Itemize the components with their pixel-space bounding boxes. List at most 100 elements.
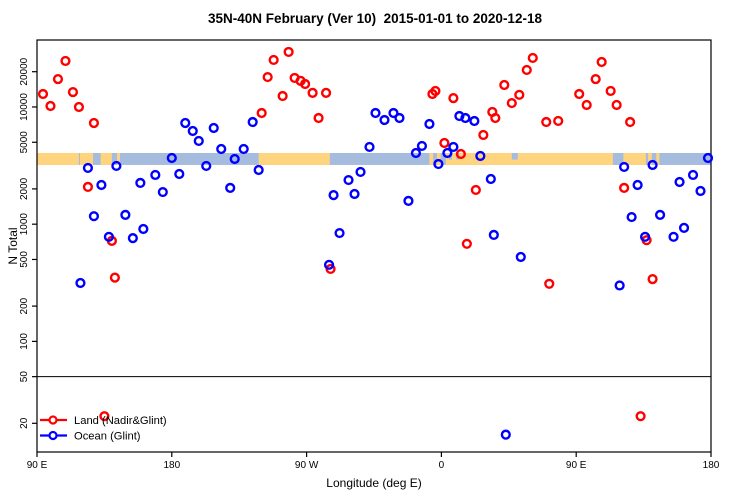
ocean-point (654, 209, 666, 221)
x-tick-label: 0 (439, 460, 445, 471)
ocean-point (460, 112, 471, 124)
land-point (262, 71, 273, 83)
land-point (581, 99, 592, 111)
land-point (455, 148, 466, 160)
land-point (256, 107, 267, 119)
ocean-point (75, 277, 86, 289)
band-land-segment (116, 152, 120, 165)
land-point (283, 46, 294, 58)
land-point (619, 182, 630, 193)
ocean-point (111, 160, 122, 172)
legend-marker (48, 415, 58, 425)
land-point (625, 116, 636, 128)
ocean-point (208, 122, 219, 134)
ocean-point (349, 188, 360, 200)
band-land-segment (648, 152, 652, 165)
ocean-point (334, 227, 345, 239)
ocean-point (702, 152, 714, 164)
ocean-point (355, 166, 366, 178)
chart-title: 35N-40N February (Ver 10) 2015-01-01 to … (208, 11, 542, 26)
x-tick-label: 90 E (27, 460, 48, 471)
legend: Land (Nadir&Glint) Ocean (Glint) (40, 415, 167, 443)
ocean-point (187, 125, 198, 137)
land-point (88, 117, 100, 129)
band-land-segment (100, 152, 112, 165)
land-point (448, 93, 459, 104)
ocean-point (364, 141, 375, 153)
ocean-point (668, 231, 679, 242)
y-tick-label: 20000 (19, 57, 30, 85)
ocean-point (403, 195, 414, 206)
ocean-point (626, 211, 637, 223)
y-tick-label: 500 (19, 251, 30, 268)
y-tick-label: 200 (19, 297, 30, 314)
band-ocean-notch (511, 152, 518, 160)
x-tick-label: 180 (703, 460, 720, 471)
ocean-point (442, 147, 453, 159)
ocean-point (485, 173, 496, 185)
ocean-point (150, 169, 161, 181)
ocean-point (201, 160, 212, 172)
land-point (307, 87, 318, 98)
land-point (590, 73, 601, 85)
y-axis-label: N Total (6, 227, 20, 264)
land-point (430, 85, 441, 97)
axis-ticks: 90 E 180 90 W 0 90 E 180 20 50 100 200 500 1000 2000… (19, 57, 720, 471)
ocean-point (448, 141, 459, 153)
land-point (320, 87, 332, 98)
ocean-point (500, 429, 511, 440)
ocean-point (379, 114, 390, 126)
y-tick-label: 50 (19, 371, 30, 383)
land-point (439, 137, 450, 149)
band-land-segment (258, 152, 330, 165)
band-land-segment (79, 152, 94, 165)
land-point (514, 89, 525, 100)
ocean-point (416, 140, 428, 152)
ocean-point (229, 153, 240, 165)
ocean-point (614, 280, 625, 291)
ocean-point (180, 117, 191, 129)
land-point (521, 64, 532, 76)
ocean-point (127, 233, 138, 244)
ocean-point (515, 251, 526, 263)
y-tick-label: 5000 (19, 131, 30, 154)
y-tick-label: 20 (19, 417, 30, 429)
land-point (506, 97, 517, 109)
y-tick-label: 10000 (19, 93, 30, 121)
ocean-point (388, 107, 399, 119)
land-point (544, 278, 555, 289)
ocean-point (174, 168, 185, 180)
legend-label: Land (Nadir&Glint) (74, 415, 167, 427)
ocean-point (225, 182, 236, 193)
land-point (52, 73, 64, 85)
band-ocean-base (37, 152, 711, 165)
land-point (60, 55, 71, 67)
ocean-point (247, 116, 258, 128)
x-tick-label: 90 W (295, 460, 319, 471)
ocean-point (488, 229, 499, 241)
legend-marker (48, 430, 58, 441)
ocean-point (433, 158, 444, 170)
ocean-point (632, 179, 643, 191)
ocean-point (469, 115, 480, 127)
y-tick-label: 100 (19, 333, 30, 350)
land-point (527, 52, 538, 64)
ocean-point (394, 112, 405, 124)
land-point (499, 79, 510, 91)
band-land-segment (37, 152, 79, 165)
land-point (541, 116, 552, 128)
band-land-segment (445, 152, 613, 165)
land-point (313, 112, 324, 124)
ocean-point (647, 159, 658, 171)
data-points (37, 46, 714, 440)
x-tick-label: 180 (163, 460, 180, 471)
ocean-point (157, 186, 168, 198)
ocean-point (253, 164, 264, 176)
ocean-point (138, 223, 149, 235)
x-axis-label: Longitude (deg E) (326, 476, 421, 490)
plot-border (36, 39, 712, 453)
land-point (490, 112, 501, 124)
y-tick-label: 1000 (19, 213, 30, 236)
ocean-point (323, 259, 335, 270)
